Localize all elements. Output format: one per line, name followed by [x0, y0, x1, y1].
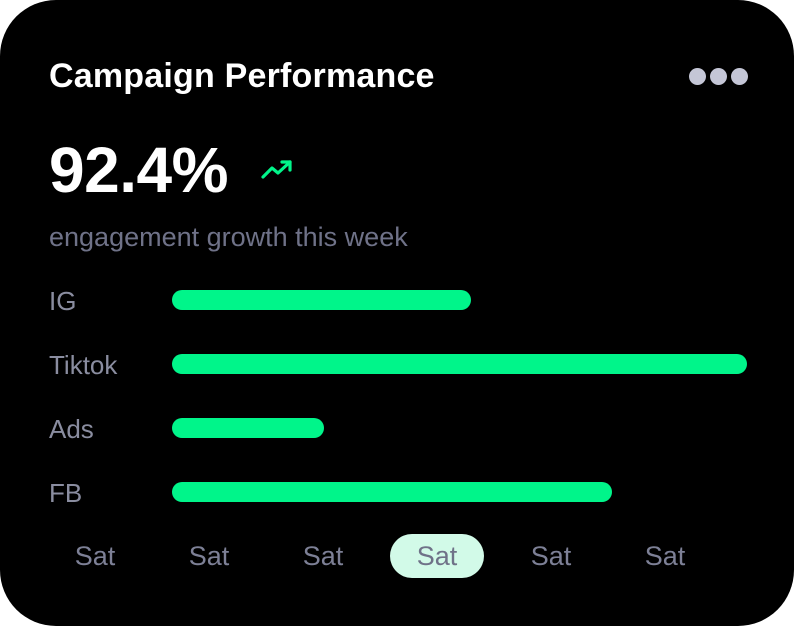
bar-label-ig: IG: [49, 286, 77, 316]
bar-label-ads: Ads: [49, 414, 94, 444]
bar-track-fb: [172, 482, 747, 502]
day-tab[interactable]: Sat: [644, 541, 686, 571]
bar-track-ads: [172, 418, 747, 438]
more-options-button[interactable]: [686, 62, 750, 90]
more-horizontal-icon: [730, 67, 748, 85]
bar-track-ig: [172, 290, 747, 310]
day-tab[interactable]: Sat: [188, 541, 230, 571]
metric-value: 92.4%: [49, 134, 228, 206]
card-title: Campaign Performance: [49, 57, 435, 95]
bar-fill-ads: [172, 418, 324, 438]
day-tab[interactable]: Sat: [302, 541, 344, 571]
day-tab[interactable]: Sat: [530, 541, 572, 571]
more-horizontal-icon: [709, 67, 727, 85]
more-horizontal-icon: [688, 67, 706, 85]
bar-fill-ig: [172, 290, 471, 310]
day-tab[interactable]: Sat: [74, 541, 116, 571]
day-tab[interactable]: Sat: [390, 534, 484, 578]
bar-fill-tiktok: [172, 354, 747, 374]
bar-track-tiktok: [172, 354, 747, 374]
bar-label-fb: FB: [49, 478, 83, 508]
bar-label-tiktok: Tiktok: [49, 350, 118, 380]
trending-up-icon: [261, 160, 292, 179]
metric-subtitle: engagement growth this week: [49, 222, 408, 252]
bar-fill-fb: [172, 482, 612, 502]
